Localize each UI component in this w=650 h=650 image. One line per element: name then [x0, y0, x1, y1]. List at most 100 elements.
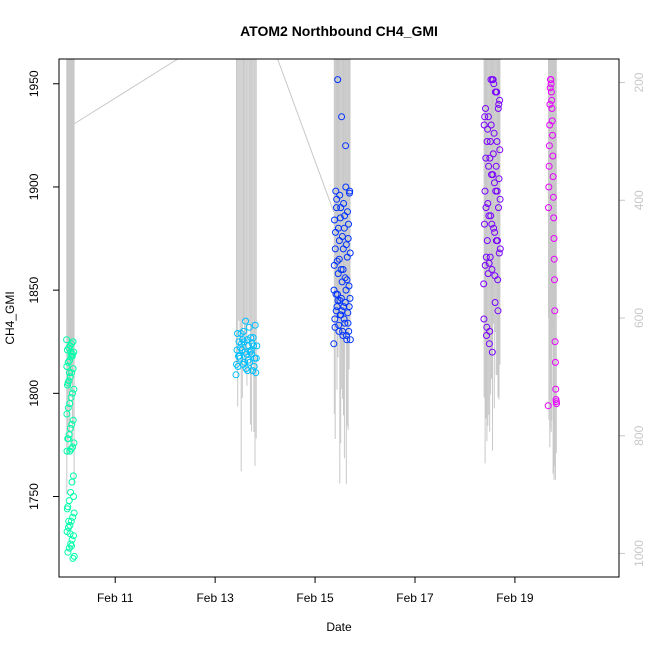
data-point [484, 113, 492, 121]
data-point [495, 175, 503, 183]
data-point [330, 340, 338, 348]
data-point [341, 212, 349, 220]
data-point [484, 125, 492, 133]
data-point [339, 245, 347, 253]
data-point [332, 187, 340, 195]
data-point [552, 385, 560, 393]
data-point [485, 340, 493, 348]
data-point [244, 367, 252, 375]
data-point [243, 350, 251, 358]
data-point [333, 195, 341, 203]
data-point [486, 138, 494, 145]
data-point [483, 323, 491, 331]
data-point [483, 138, 491, 145]
data-point [548, 105, 556, 112]
data-point [482, 105, 489, 112]
data-point [332, 290, 340, 298]
data-point [334, 270, 342, 278]
data-point [495, 204, 502, 212]
data-point [339, 332, 347, 339]
data-point [344, 319, 352, 327]
data-point [551, 338, 559, 346]
data-point [488, 266, 496, 273]
plot-frame [58, 58, 620, 578]
data-point [482, 253, 490, 261]
data-point [549, 131, 556, 139]
data-point [236, 352, 243, 360]
data-point [250, 363, 258, 370]
data-point [70, 509, 78, 517]
data-point [251, 321, 259, 329]
data-point [330, 286, 338, 294]
x-tick-label: Feb 15 [296, 591, 334, 605]
data-point [341, 319, 349, 327]
data-point [69, 513, 77, 521]
data-point [68, 352, 76, 360]
data-point [331, 216, 338, 224]
data-point [489, 150, 497, 158]
data-point [491, 299, 499, 306]
x-tick-label: Feb 13 [196, 591, 234, 605]
data-point [247, 334, 255, 342]
data-point [490, 224, 498, 232]
right-y-tick-label: 600 [632, 308, 646, 328]
data-point [551, 307, 559, 315]
data-point [67, 517, 75, 525]
data-point [337, 294, 345, 302]
data-point [549, 193, 557, 201]
data-point [548, 96, 556, 104]
data-point [550, 235, 558, 242]
data-point [331, 323, 339, 331]
data-point [63, 336, 71, 344]
data-point [66, 447, 74, 455]
y-tick-label: 1850 [27, 276, 41, 303]
data-point [243, 336, 251, 344]
data-point [481, 261, 489, 269]
y-tick-label: 1750 [27, 483, 41, 510]
data-point [482, 154, 490, 162]
data-point [244, 356, 252, 364]
data-point [253, 342, 261, 350]
data-point [494, 105, 502, 112]
data-point [496, 96, 504, 104]
data-point [545, 204, 552, 212]
data-point [489, 76, 496, 84]
data-point [495, 249, 503, 257]
data-point [232, 371, 240, 379]
data-point [546, 100, 554, 108]
transit-line [74, 58, 178, 125]
data-point [549, 173, 557, 181]
data-point [336, 297, 344, 304]
data-point [69, 416, 77, 424]
data-point [544, 402, 552, 410]
data-point [239, 336, 247, 344]
data-point [335, 255, 343, 263]
data-point [481, 220, 488, 228]
data-point [487, 212, 495, 220]
data-point [342, 142, 350, 150]
data-point [65, 431, 73, 439]
data-point [65, 517, 73, 525]
data-point [483, 237, 491, 245]
data-point [487, 121, 495, 129]
data-point [241, 348, 249, 356]
data-point [481, 187, 489, 195]
data-point [345, 327, 353, 335]
data-point [64, 435, 72, 443]
y-tick-label: 1800 [27, 380, 41, 407]
data-point [63, 447, 71, 455]
data-point [69, 389, 76, 397]
data-point [496, 146, 504, 154]
data-point [65, 544, 73, 552]
data-point [66, 530, 74, 538]
data-point [233, 360, 240, 368]
data-point [496, 245, 504, 253]
data-point [491, 272, 499, 280]
data-point [484, 200, 492, 207]
data-point [481, 113, 489, 121]
data-point [70, 385, 78, 393]
data-point [68, 542, 75, 550]
data-point [335, 321, 343, 329]
